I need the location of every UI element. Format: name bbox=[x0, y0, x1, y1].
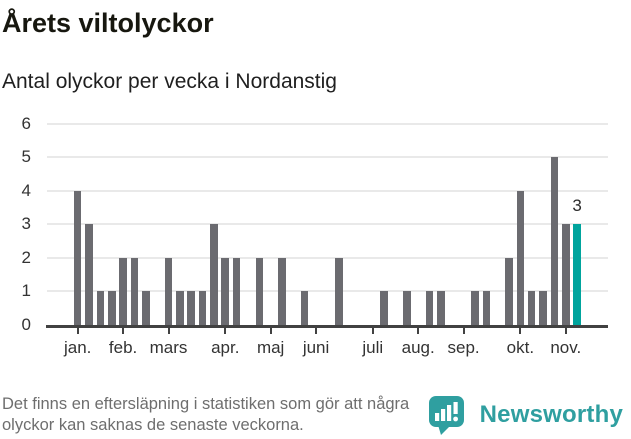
x-axis-month-label: mars bbox=[149, 337, 188, 357]
bar bbox=[334, 257, 343, 325]
x-axis-tick bbox=[519, 327, 522, 334]
gridline bbox=[47, 156, 608, 159]
bar bbox=[187, 291, 195, 325]
bar bbox=[561, 224, 570, 325]
gridline bbox=[47, 189, 608, 192]
chart-subtitle: Antal olyckor per vecka i Nordanstig bbox=[2, 70, 337, 94]
bar bbox=[119, 257, 127, 325]
y-axis-tick-label: 6 bbox=[21, 114, 31, 134]
bar bbox=[210, 224, 218, 325]
bar bbox=[73, 190, 82, 325]
bar bbox=[425, 291, 434, 325]
bar bbox=[403, 291, 411, 325]
bar bbox=[96, 291, 105, 325]
x-axis-month-label: nov. bbox=[550, 337, 582, 357]
bar bbox=[516, 190, 525, 325]
x-axis-month-label: sep. bbox=[447, 337, 480, 357]
bar bbox=[437, 291, 445, 325]
bar bbox=[539, 291, 547, 325]
bar bbox=[107, 291, 116, 325]
x-axis-line bbox=[46, 324, 608, 328]
bar bbox=[527, 291, 536, 325]
chart-footer: Det finns en eftersläpning i statistiken… bbox=[2, 394, 623, 436]
footnote: Det finns en eftersläpning i statistiken… bbox=[2, 395, 410, 435]
x-axis-tick bbox=[564, 327, 567, 334]
bar bbox=[164, 257, 173, 325]
x-axis-month-label: maj bbox=[256, 337, 285, 357]
x-axis-tick bbox=[315, 327, 318, 334]
bar bbox=[232, 257, 241, 325]
y-axis-tick-label: 0 bbox=[21, 314, 31, 334]
newsworthy-logo-icon bbox=[428, 395, 464, 435]
x-axis-month-label: feb. bbox=[108, 337, 138, 357]
x-axis-month-label: apr. bbox=[211, 337, 240, 357]
bar bbox=[471, 291, 479, 325]
x-axis-month-label: jan. bbox=[63, 337, 92, 357]
bar bbox=[380, 291, 388, 325]
x-axis-month-label: juni bbox=[302, 337, 330, 357]
bar bbox=[550, 157, 559, 325]
gridline bbox=[47, 256, 608, 259]
highlight-value-label: 3 bbox=[572, 196, 582, 216]
y-axis-tick-label: 3 bbox=[21, 214, 31, 234]
x-axis-tick bbox=[167, 327, 170, 334]
gridline bbox=[47, 290, 608, 293]
y-axis-tick-label: 4 bbox=[21, 180, 31, 200]
bar bbox=[482, 291, 491, 325]
x-axis-month-label: aug. bbox=[401, 337, 435, 357]
bar-highlighted bbox=[573, 224, 581, 325]
bar bbox=[278, 257, 286, 325]
bar bbox=[300, 291, 309, 325]
gridline bbox=[47, 123, 608, 126]
newsworthy-logo-text: Newsworthy bbox=[479, 401, 623, 429]
x-axis-tick bbox=[224, 327, 227, 334]
bar bbox=[255, 257, 264, 325]
x-axis-month-label: okt. bbox=[506, 337, 535, 357]
gridline bbox=[47, 223, 608, 226]
x-axis-tick bbox=[417, 327, 420, 334]
bar-chart: 0 1 2 3 4 5 6 3 jan. feb. mars apr. maj juni juli aug. s… bbox=[0, 108, 631, 370]
bar bbox=[198, 291, 207, 325]
bar bbox=[85, 224, 93, 325]
bar bbox=[130, 257, 139, 325]
x-axis-tick bbox=[462, 327, 465, 334]
bar bbox=[176, 291, 184, 325]
y-axis-tick-label: 1 bbox=[21, 281, 31, 301]
x-axis-month-label: juli bbox=[362, 337, 384, 357]
y-axis-tick-label: 5 bbox=[21, 147, 31, 167]
y-axis-tick-label: 2 bbox=[21, 247, 31, 267]
x-axis-tick bbox=[371, 327, 374, 334]
x-axis-tick bbox=[122, 327, 125, 334]
x-axis-tick bbox=[76, 327, 79, 334]
chart-header: Årets viltolyckor Antal olyckor per veck… bbox=[0, 0, 631, 94]
newsworthy-logo[interactable]: Newsworthy bbox=[428, 395, 623, 435]
bar bbox=[221, 257, 230, 325]
x-axis-tick bbox=[269, 327, 272, 334]
page-title: Årets viltolyckor bbox=[2, 8, 214, 38]
bar bbox=[142, 291, 150, 325]
bar bbox=[505, 257, 513, 325]
